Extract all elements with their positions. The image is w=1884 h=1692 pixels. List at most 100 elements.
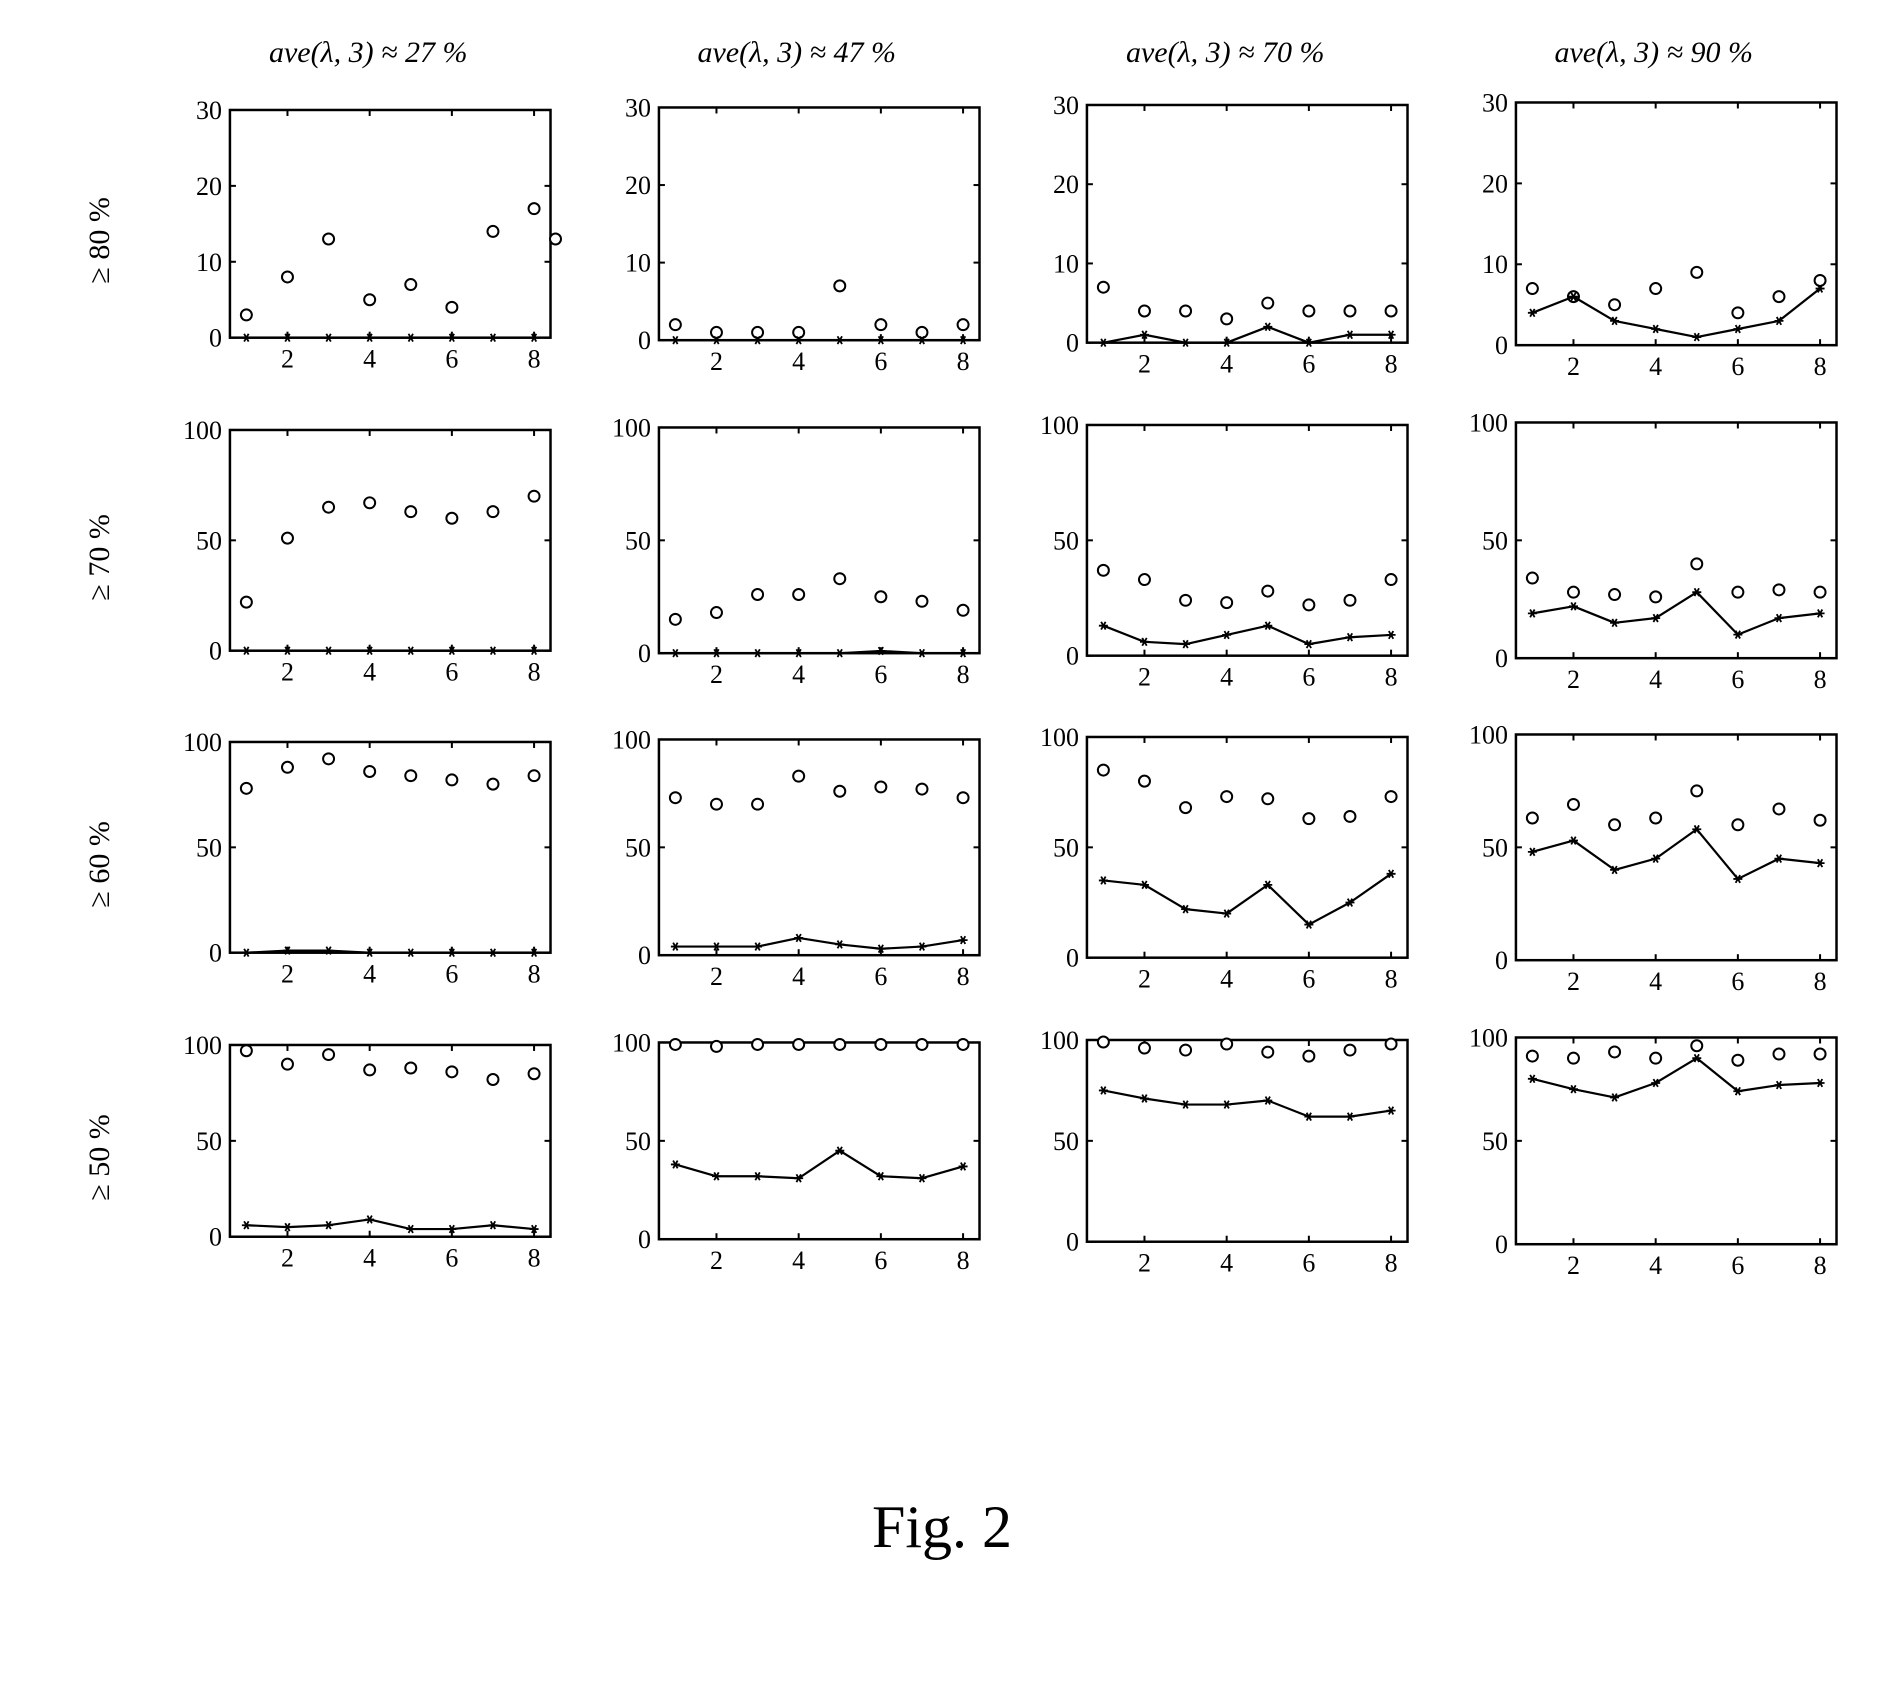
svg-text:0: 0 — [1066, 641, 1079, 670]
svg-text:8: 8 — [1813, 665, 1826, 694]
svg-text:100: 100 — [1040, 411, 1079, 440]
svg-text:50: 50 — [1053, 834, 1079, 863]
svg-text:0: 0 — [209, 1223, 222, 1252]
svg-text:50: 50 — [624, 1127, 650, 1156]
svg-text:2: 2 — [1138, 350, 1151, 379]
svg-text:4: 4 — [363, 657, 376, 686]
svg-text:2: 2 — [281, 960, 294, 989]
svg-text:30: 30 — [196, 96, 222, 125]
svg-text:4: 4 — [363, 345, 376, 374]
svg-text:50: 50 — [1481, 526, 1507, 555]
panel-0-2: 01020302468 — [1035, 92, 1416, 390]
svg-text:10: 10 — [1053, 249, 1079, 278]
svg-text:20: 20 — [624, 171, 650, 200]
svg-text:2: 2 — [281, 1244, 294, 1273]
row-title-0: ≥ 80 % — [70, 92, 130, 390]
svg-text:50: 50 — [196, 834, 222, 863]
svg-text:4: 4 — [792, 1246, 805, 1275]
svg-text:8: 8 — [956, 1246, 969, 1275]
svg-text:8: 8 — [956, 347, 969, 376]
panel-3-0: 0501002468 — [178, 1027, 559, 1289]
svg-text:50: 50 — [1053, 526, 1079, 555]
panel-grid: ave(λ, 3) ≈ 27 % ave(λ, 3) ≈ 47 % ave(λ,… — [70, 30, 1844, 1269]
svg-text:4: 4 — [792, 347, 805, 376]
svg-text:6: 6 — [445, 960, 458, 989]
panel-0-0: 01020302468 — [178, 92, 559, 390]
svg-text:0: 0 — [1066, 944, 1079, 973]
panel-2-1: 0501002468 — [607, 724, 988, 1005]
panel-2-3: 0501002468 — [1464, 724, 1845, 1005]
svg-text:6: 6 — [1731, 665, 1744, 694]
svg-text:8: 8 — [1813, 1251, 1826, 1280]
svg-text:100: 100 — [612, 1028, 651, 1057]
svg-text:8: 8 — [1813, 967, 1826, 996]
panel-svg-2-0: 0501002468 — [178, 724, 559, 1005]
panel-svg-2-3: 0501002468 — [1464, 724, 1845, 1005]
panel-svg-1-3: 0501002468 — [1464, 412, 1845, 703]
svg-text:6: 6 — [874, 962, 887, 991]
svg-text:4: 4 — [1649, 967, 1662, 996]
col-title-0: ave(λ, 3) ≈ 27 % — [178, 30, 559, 70]
panel-svg-0-2: 01020302468 — [1035, 92, 1416, 390]
svg-text:100: 100 — [1040, 1026, 1079, 1055]
svg-text:10: 10 — [1481, 250, 1507, 279]
panel-svg-0-1: 01020302468 — [607, 92, 988, 390]
svg-text:6: 6 — [1302, 1249, 1315, 1278]
svg-text:2: 2 — [709, 1246, 722, 1275]
svg-text:4: 4 — [1220, 662, 1233, 691]
row-title-2: ≥ 60 % — [70, 724, 130, 1005]
svg-text:100: 100 — [183, 728, 222, 757]
svg-text:10: 10 — [196, 248, 222, 277]
svg-text:6: 6 — [445, 657, 458, 686]
svg-text:0: 0 — [209, 324, 222, 353]
svg-text:100: 100 — [183, 1031, 222, 1060]
svg-text:100: 100 — [612, 726, 651, 755]
svg-text:100: 100 — [183, 416, 222, 445]
svg-text:30: 30 — [624, 93, 650, 122]
panel-svg-0-3: 01020302468 — [1464, 92, 1845, 390]
svg-text:30: 30 — [1481, 88, 1507, 117]
svg-text:4: 4 — [363, 1244, 376, 1273]
panel-svg-3-3: 0501002468 — [1464, 1027, 1845, 1289]
svg-text:8: 8 — [1385, 1249, 1398, 1278]
col-title-2: ave(λ, 3) ≈ 70 % — [1035, 30, 1416, 70]
svg-text:8: 8 — [528, 345, 541, 374]
svg-text:6: 6 — [1302, 965, 1315, 994]
svg-text:2: 2 — [1566, 967, 1579, 996]
svg-text:8: 8 — [528, 1244, 541, 1273]
svg-text:2: 2 — [709, 660, 722, 689]
svg-text:50: 50 — [624, 834, 650, 863]
svg-text:2: 2 — [1138, 965, 1151, 994]
svg-text:6: 6 — [1731, 967, 1744, 996]
panel-svg-3-2: 0501002468 — [1035, 1027, 1416, 1289]
panel-2-2: 0501002468 — [1035, 724, 1416, 1005]
panel-3-1: 0501002468 — [607, 1027, 988, 1289]
svg-text:0: 0 — [1494, 1230, 1507, 1259]
svg-text:2: 2 — [709, 347, 722, 376]
svg-text:20: 20 — [1053, 170, 1079, 199]
svg-text:50: 50 — [1481, 834, 1507, 863]
panel-1-1: 0501002468 — [607, 412, 988, 703]
svg-text:6: 6 — [874, 347, 887, 376]
svg-text:6: 6 — [445, 345, 458, 374]
svg-text:4: 4 — [1649, 1251, 1662, 1280]
col-title-3: ave(λ, 3) ≈ 90 % — [1464, 30, 1845, 70]
svg-text:100: 100 — [1040, 723, 1079, 752]
svg-text:100: 100 — [1469, 1023, 1508, 1052]
panel-svg-1-2: 0501002468 — [1035, 412, 1416, 703]
svg-text:2: 2 — [1138, 1249, 1151, 1278]
svg-text:0: 0 — [1494, 644, 1507, 673]
figure-caption: Fig. 2 — [872, 1493, 1012, 1562]
panel-svg-3-1: 0501002468 — [607, 1027, 988, 1289]
row-title-1: ≥ 70 % — [70, 412, 130, 703]
row-title-3: ≥ 50 % — [70, 1027, 130, 1289]
svg-text:100: 100 — [1469, 408, 1508, 437]
panel-svg-1-1: 0501002468 — [607, 412, 988, 703]
panel-svg-3-0: 0501002468 — [178, 1027, 559, 1289]
svg-text:0: 0 — [1066, 329, 1079, 358]
svg-text:6: 6 — [874, 660, 887, 689]
svg-text:8: 8 — [1385, 350, 1398, 379]
svg-text:6: 6 — [874, 1246, 887, 1275]
svg-text:0: 0 — [1494, 946, 1507, 975]
panel-svg-1-0: 0501002468 — [178, 412, 559, 703]
